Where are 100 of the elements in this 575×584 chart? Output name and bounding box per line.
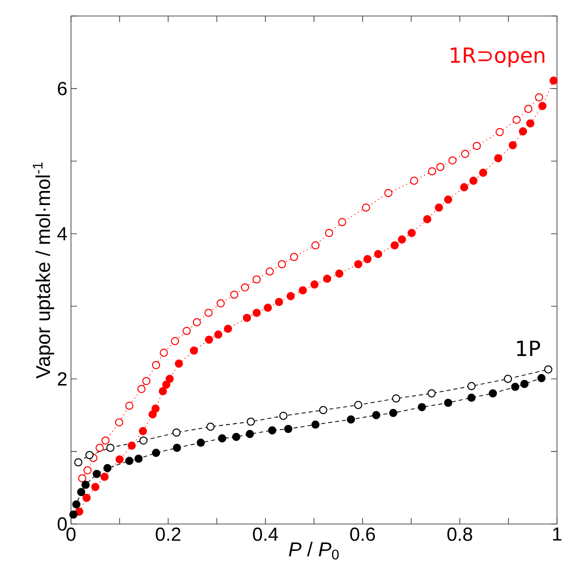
point — [434, 204, 443, 212]
x-tick-label: 0.4 — [252, 528, 278, 541]
point — [354, 260, 362, 268]
point — [390, 241, 399, 250]
point — [92, 470, 101, 478]
point — [204, 336, 214, 344]
point — [128, 442, 136, 450]
point — [428, 389, 436, 398]
point — [526, 119, 534, 128]
point — [467, 382, 476, 390]
point — [274, 298, 284, 306]
point — [469, 176, 478, 185]
point — [134, 454, 143, 463]
point — [174, 360, 183, 368]
point — [423, 215, 432, 224]
point — [83, 466, 92, 474]
point — [298, 286, 307, 294]
point — [518, 127, 528, 136]
point — [218, 434, 226, 442]
point — [472, 142, 481, 150]
point — [444, 398, 452, 407]
y-tick-label: 0 — [58, 517, 67, 531]
point — [324, 228, 334, 238]
point — [138, 427, 148, 436]
point — [372, 411, 380, 420]
point — [448, 156, 457, 165]
point — [214, 330, 222, 339]
point — [384, 188, 392, 198]
point — [323, 274, 332, 283]
x-tick-label: 0.8 — [447, 528, 472, 541]
x-tick-label: 0.2 — [156, 528, 180, 541]
y-axis-title: Vapor uptake / mol·mol$^{-1}$ — [32, 162, 54, 379]
point — [488, 389, 497, 398]
point — [139, 436, 148, 445]
point — [544, 365, 552, 374]
point — [290, 252, 298, 262]
point — [162, 380, 170, 389]
point — [508, 141, 517, 150]
point — [408, 228, 416, 238]
point — [311, 420, 320, 429]
point — [520, 380, 529, 388]
point — [538, 102, 547, 110]
point — [242, 314, 252, 322]
point — [72, 500, 80, 508]
point — [172, 444, 182, 452]
point — [338, 218, 346, 226]
point — [148, 410, 157, 419]
point — [69, 510, 78, 519]
point — [151, 404, 160, 413]
point — [512, 116, 521, 124]
x-axis-title: P / P$_{0}$ — [288, 542, 339, 560]
point — [152, 448, 160, 457]
y-tick-label: 4 — [57, 227, 67, 240]
point — [81, 480, 90, 489]
point — [192, 318, 201, 326]
point — [278, 260, 286, 268]
point — [91, 482, 100, 492]
point — [286, 292, 295, 300]
point — [246, 418, 255, 426]
point — [196, 438, 205, 447]
point — [410, 176, 418, 185]
point — [224, 324, 232, 333]
point — [166, 374, 174, 383]
point — [524, 104, 532, 113]
point — [100, 472, 109, 481]
x-tick-label: 0 — [66, 528, 76, 541]
point — [74, 458, 82, 466]
point — [362, 204, 370, 212]
point — [116, 455, 124, 464]
x-tick-label: 1 — [553, 528, 562, 541]
point — [160, 348, 168, 357]
point — [115, 418, 124, 426]
point — [428, 167, 436, 176]
point — [85, 450, 94, 460]
point — [418, 403, 426, 412]
point — [204, 308, 213, 317]
point — [279, 412, 288, 420]
point — [284, 424, 292, 434]
point — [319, 406, 328, 414]
point — [444, 196, 452, 204]
point — [230, 290, 238, 299]
series-label: 1R⊃open — [450, 48, 544, 68]
point — [232, 432, 240, 441]
point — [346, 415, 356, 424]
point — [252, 308, 261, 317]
point — [264, 304, 272, 312]
point — [537, 374, 546, 382]
point — [142, 376, 150, 386]
y-tick-label: 6 — [58, 82, 67, 96]
point — [158, 387, 167, 396]
point — [103, 464, 112, 472]
point — [460, 183, 468, 192]
point — [392, 394, 400, 403]
point — [172, 428, 181, 437]
point — [374, 250, 382, 258]
point — [266, 267, 274, 276]
point — [240, 283, 250, 292]
point — [101, 436, 110, 445]
point — [125, 402, 134, 410]
point — [252, 275, 261, 284]
